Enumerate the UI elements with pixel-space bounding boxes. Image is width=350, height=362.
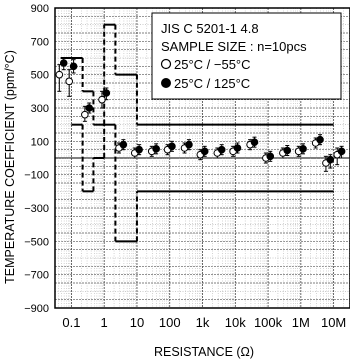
data-point-125c	[326, 155, 335, 164]
legend-sample-size: SAMPLE SIZE : n=10pcs	[161, 39, 307, 54]
data-point-125c	[102, 89, 111, 97]
x-tick-label: 1M	[292, 315, 310, 330]
legend: JIS C 5201-1 4.8 SAMPLE SIZE : n=10pcs 2…	[151, 12, 342, 100]
data-point-125c	[337, 147, 346, 156]
x-axis-label: RESISTANCE (Ω)	[154, 345, 254, 359]
y-tick-label: −900	[24, 303, 49, 315]
legend-entry-filled: 25°C / 125°C	[174, 76, 250, 91]
x-tick-labels: 0.1 1 10 100 1k 10k 100k 1M 10M	[62, 315, 346, 330]
y-tick-label: 500	[31, 70, 49, 82]
y-tick-label: 100	[31, 136, 49, 148]
legend-filled-circle-icon	[161, 78, 171, 88]
limit-lines-group	[60, 23, 334, 243]
legend-box	[151, 12, 342, 100]
x-tick-label: 10M	[321, 315, 346, 330]
data-point-125c	[185, 140, 193, 149]
legend-entry-open: 25°C / −55°C	[174, 57, 251, 72]
data-point-125c	[200, 147, 209, 156]
y-tick-label: 300	[31, 103, 49, 115]
data-point-minus55c	[98, 95, 106, 104]
data-point-125c	[217, 145, 226, 154]
x-tick-label: 10k	[225, 315, 246, 330]
x-tick-label: 1	[101, 315, 108, 330]
data-point-125c	[316, 135, 324, 144]
data-point-minus55c	[81, 110, 89, 119]
x-tick-label: 100	[159, 315, 181, 330]
data-point-125c	[85, 104, 94, 112]
y-tick-labels: 900 700 500 300 100 −100 −300 −500 −700 −900	[24, 3, 49, 315]
data-point-125c	[59, 59, 68, 67]
y-tick-label: −500	[24, 236, 49, 248]
legend-standard: JIS C 5201-1 4.8	[161, 21, 259, 36]
data-point-minus55c	[55, 70, 64, 79]
y-tick-label: 900	[31, 3, 49, 15]
data-point-125c	[233, 144, 242, 152]
y-tick-label: −100	[24, 170, 49, 182]
y-tick-label: 700	[31, 36, 49, 48]
y-axis-label: TEMPERATURE COEFFICIENT (ppm/°C)	[3, 50, 17, 284]
data-point-125c	[135, 145, 143, 154]
data-point-125c	[250, 138, 259, 146]
data-point-125c	[266, 152, 275, 161]
data-point-minus55c	[65, 77, 73, 86]
data-point-125c	[119, 140, 128, 149]
x-tick-label: 100k	[254, 315, 283, 330]
plot-frame	[54, 7, 350, 309]
y-tick-label: −300	[24, 203, 49, 215]
data-point-125c	[152, 145, 160, 153]
points-group	[55, 57, 346, 172]
x-tick-label: 0.1	[62, 315, 80, 330]
data-point-125c	[299, 145, 307, 153]
data-point-125c	[168, 142, 176, 151]
y-tick-label: −700	[24, 270, 49, 282]
x-tick-label: 10	[130, 315, 144, 330]
x-tick-label: 1k	[196, 315, 210, 330]
legend-open-circle-icon	[160, 58, 172, 70]
data-point-125c	[283, 146, 292, 155]
data-point-125c	[69, 62, 78, 71]
